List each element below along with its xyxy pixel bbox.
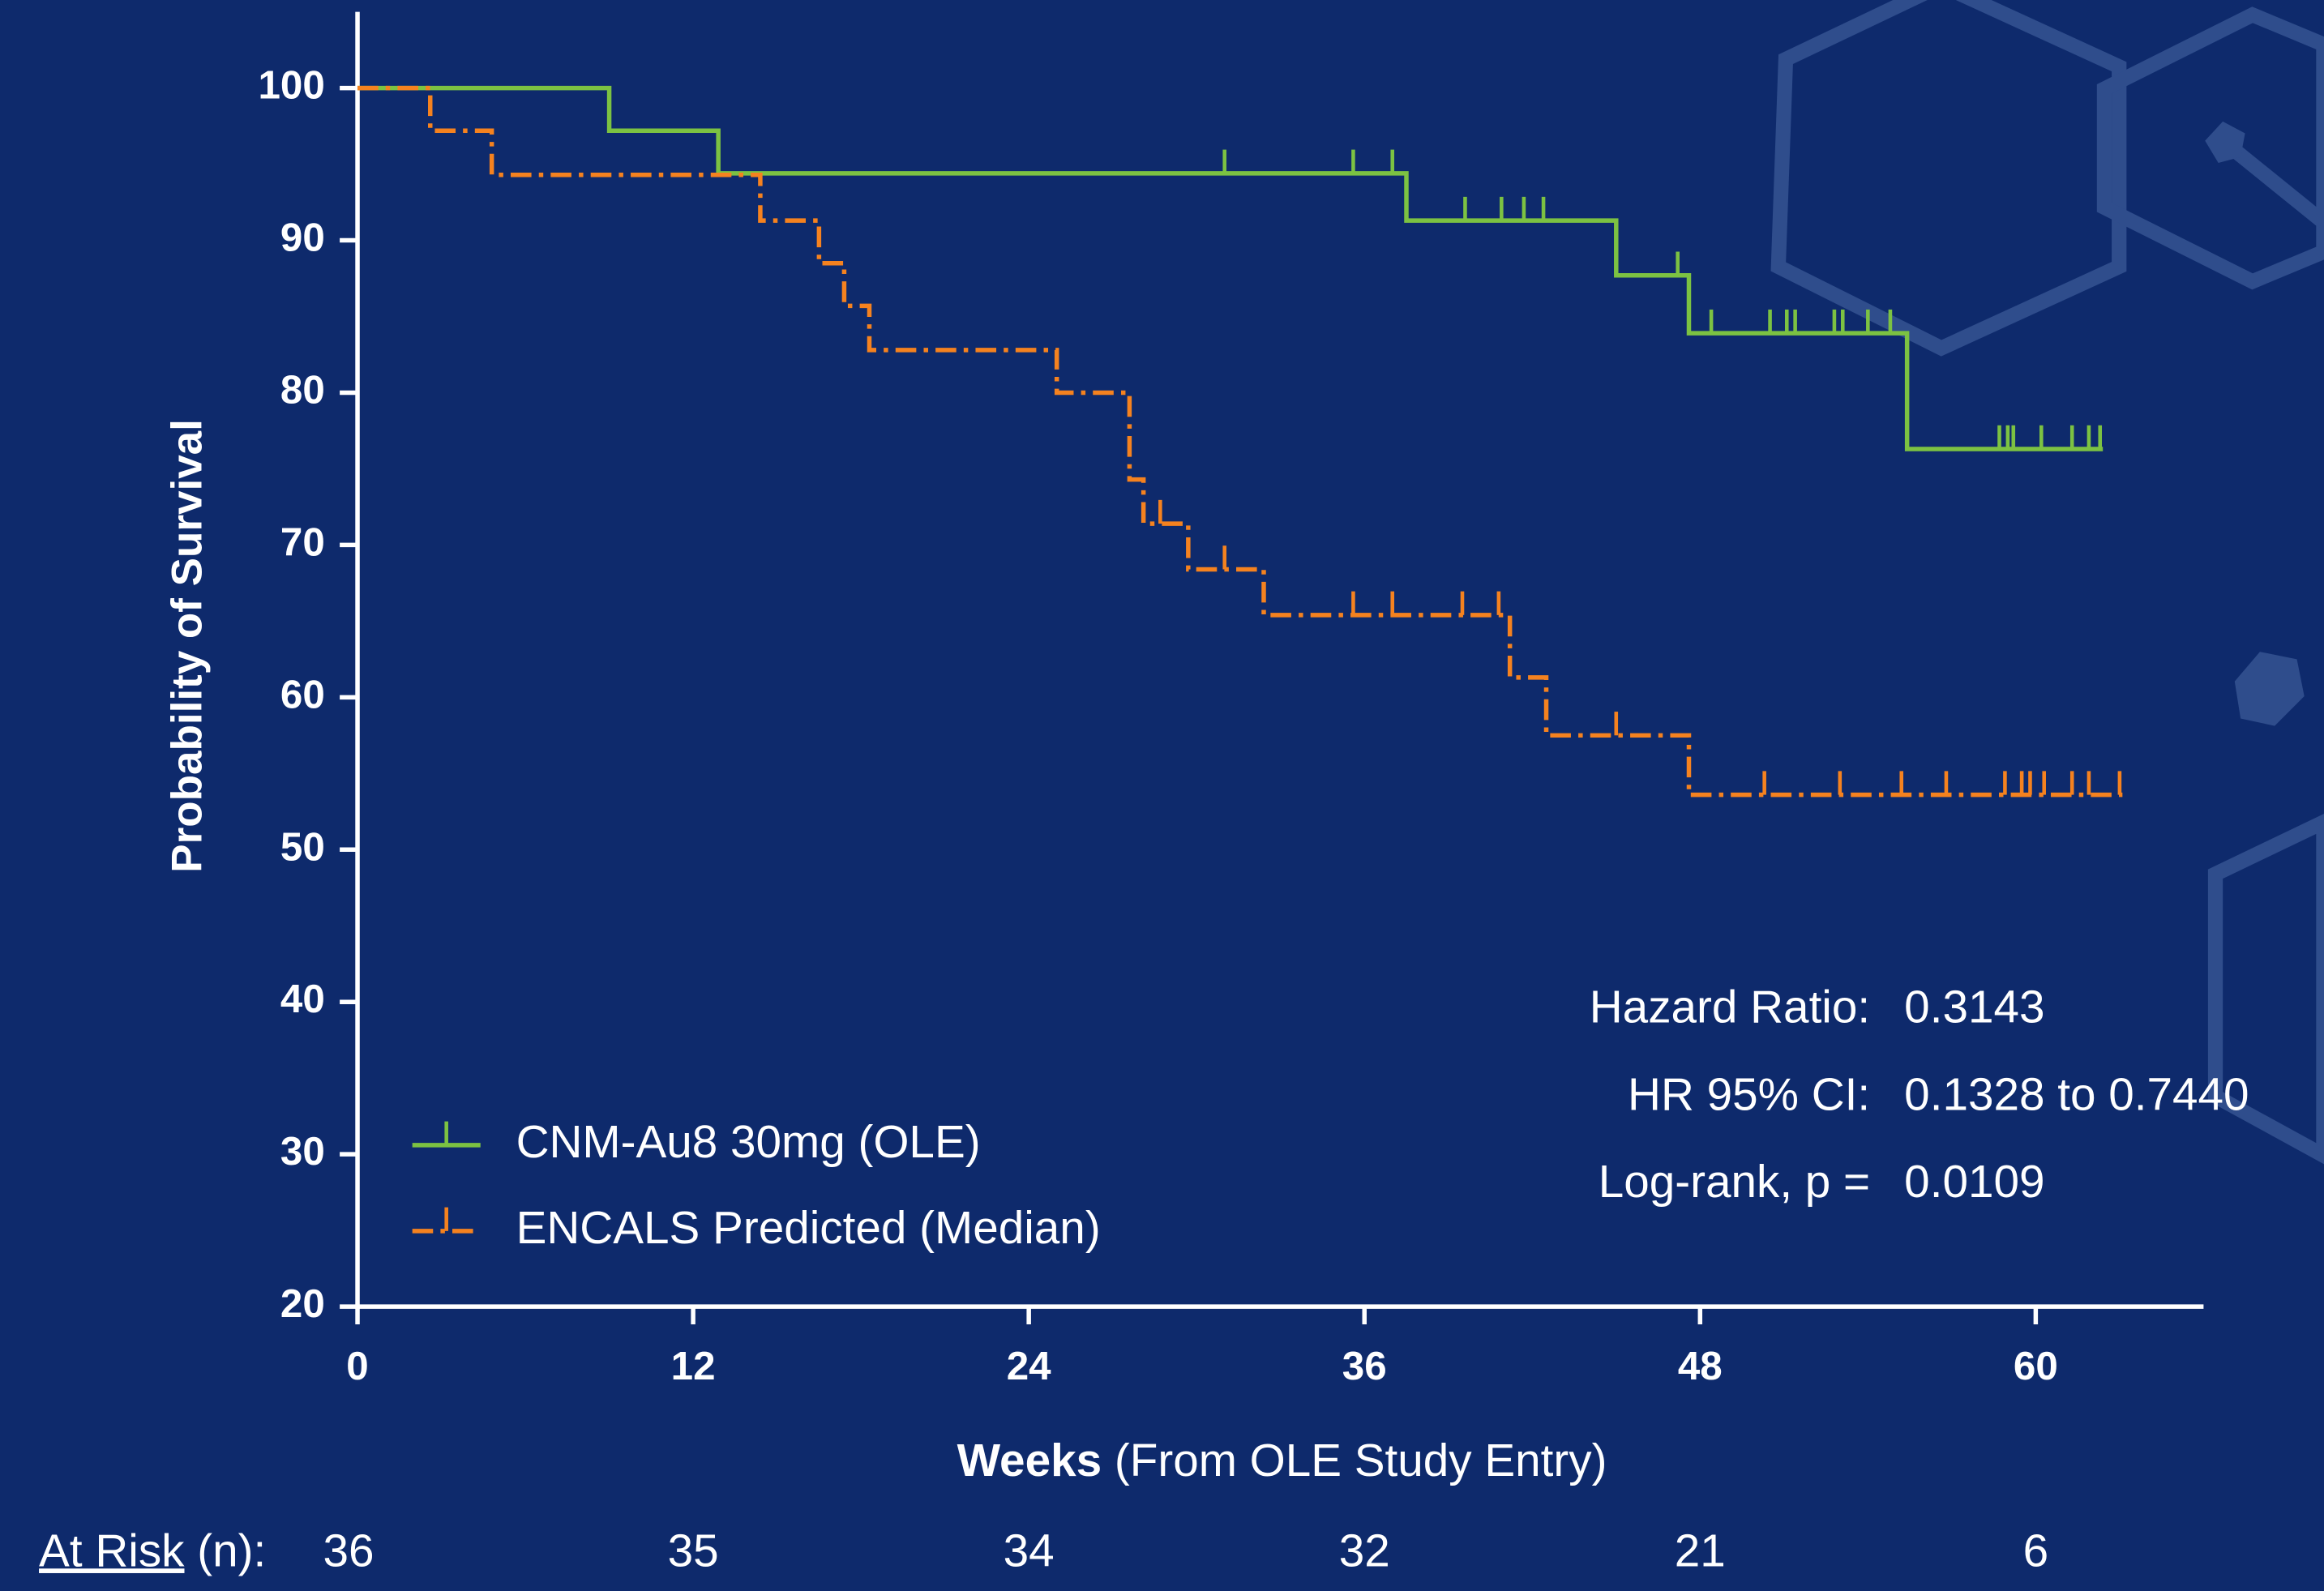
at-risk-label: At Risk (n): <box>39 1525 266 1576</box>
y-tick-label: 100 <box>259 63 325 108</box>
decoration <box>1770 0 2324 1165</box>
y-tick-label: 80 <box>280 367 325 412</box>
x-tick-label: 0 <box>346 1344 368 1388</box>
decoration <box>2205 121 2245 164</box>
legend-label: CNM-Au8 30mg (OLE) <box>516 1117 981 1168</box>
at-risk-value: 34 <box>1004 1525 1055 1576</box>
x-axis-title: Weeks (From OLE Study Entry) <box>957 1435 1607 1486</box>
stat-label: HR 95% CI: <box>1628 1069 1870 1120</box>
x-axis-title-rest: (From OLE Study Entry) <box>1115 1435 1607 1486</box>
y-tick-label: 20 <box>280 1281 325 1326</box>
x-axis-title-bold: Weeks <box>957 1435 1102 1486</box>
at-risk-value: 6 <box>2023 1525 2049 1576</box>
stat-value: 0.0109 <box>1904 1157 2044 1208</box>
at-risk-value: 32 <box>1339 1525 1390 1576</box>
legend-label: ENCALS Predicted (Median) <box>516 1203 1101 1254</box>
stat-label: Log-rank, p = <box>1599 1157 1870 1208</box>
at-risk-value: 21 <box>1675 1525 1726 1576</box>
survival-curve <box>357 85 2123 798</box>
at-risk-suffix: (n): <box>197 1525 266 1576</box>
x-tick-label: 48 <box>1678 1344 1723 1388</box>
x-tick-label: 36 <box>1342 1344 1387 1388</box>
stat-label: Hazard Ratio: <box>1590 982 1870 1033</box>
survival-curve <box>357 85 2104 451</box>
at-risk-value: 35 <box>668 1525 719 1576</box>
stat-value: 0.1328 to 0.7440 <box>1904 1069 2249 1120</box>
y-tick-label: 30 <box>280 1129 325 1174</box>
x-tick-label: 60 <box>2014 1344 2058 1388</box>
y-tick-label: 90 <box>280 216 325 260</box>
x-tick-label: 12 <box>671 1344 716 1388</box>
y-tick-label: 70 <box>280 520 325 564</box>
at-risk-title: At Risk <box>39 1525 185 1576</box>
decoration <box>2234 652 2305 726</box>
stat-value: 0.3143 <box>1904 982 2044 1033</box>
y-tick-label: 50 <box>280 824 325 869</box>
y-axis-title: Probability of Survival <box>163 419 211 873</box>
y-tick-label: 40 <box>280 977 325 1021</box>
at-risk-value: 36 <box>323 1525 374 1576</box>
y-tick-label: 60 <box>280 672 325 716</box>
x-tick-label: 24 <box>1007 1344 1051 1388</box>
